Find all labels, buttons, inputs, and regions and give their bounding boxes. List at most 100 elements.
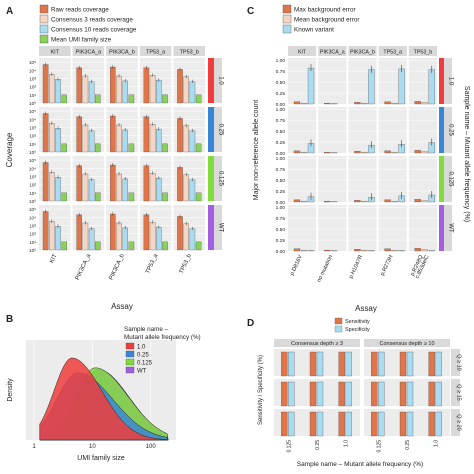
facet-panel <box>378 156 407 202</box>
bar <box>361 102 368 105</box>
x-axis-title: Sample name – Mutant allele frequency (%… <box>297 461 423 468</box>
bar <box>162 143 168 153</box>
bar <box>110 115 116 153</box>
bar <box>354 102 361 105</box>
row-strip <box>444 156 452 202</box>
legend-label: Raw reads coverage <box>51 7 109 14</box>
bar <box>391 102 398 105</box>
bar <box>300 151 308 154</box>
bar <box>324 249 331 252</box>
legend-swatch <box>334 325 343 333</box>
facet-panel <box>288 205 317 251</box>
bar <box>143 214 150 251</box>
row-strip-label: Q ≥ 15 <box>456 384 462 400</box>
legend-label: Consensus 3 reads coverage <box>51 17 133 24</box>
legend-swatch <box>125 350 135 358</box>
y-tick-label: 10¹ <box>29 191 36 196</box>
bar <box>281 381 288 407</box>
legend-swatch <box>282 24 292 34</box>
bar <box>384 150 391 154</box>
bar <box>309 411 317 437</box>
bar <box>42 113 49 153</box>
row-strip-label: WT <box>448 223 454 233</box>
row-strip-color <box>439 107 444 153</box>
bar <box>55 226 61 251</box>
bar <box>55 79 61 104</box>
bar <box>61 192 67 202</box>
facet-label: KIT <box>298 50 307 56</box>
panel-letter: B <box>6 314 13 325</box>
bar <box>391 249 398 252</box>
row-strip <box>214 58 222 103</box>
legend-label: Mean background error <box>294 17 359 24</box>
bar <box>149 222 156 251</box>
panel-c: C Max background error Mean background err… <box>247 4 470 313</box>
y-tick-label: 10³ <box>29 76 36 81</box>
row-strip-label: 1.0 <box>448 77 454 86</box>
bar <box>435 411 442 437</box>
bar <box>345 351 352 377</box>
bar <box>149 124 156 153</box>
bar <box>110 66 116 104</box>
bar <box>95 143 101 153</box>
y-tick-label: 10⁰ <box>29 150 36 155</box>
y-axis-title: Major non-reference allele count <box>253 100 260 200</box>
facet-strip <box>274 339 360 347</box>
bar <box>149 173 156 202</box>
bar <box>399 381 407 407</box>
bar <box>428 411 435 437</box>
bar <box>414 199 421 203</box>
bar <box>300 249 308 252</box>
bar <box>391 151 398 154</box>
facet-label: Consensus depth ≥ 10 <box>380 341 435 347</box>
facet-label: PIK3CA_a <box>76 50 103 56</box>
legend-label: 0.25 <box>137 353 149 359</box>
bar <box>398 68 405 105</box>
bar <box>116 173 122 202</box>
y-axis-title: Coverage <box>5 132 14 167</box>
bar <box>42 211 49 251</box>
bar <box>177 216 183 251</box>
bar <box>406 351 414 377</box>
row-strip-color <box>439 58 444 104</box>
row-strip-label: Q ≥ 20 <box>456 414 462 430</box>
facet-label: Consensus depth ≥ 3 <box>291 341 343 347</box>
y-tick-label: 1.00 <box>276 156 286 162</box>
y-tick-label: 0.75 <box>276 69 286 75</box>
bar <box>76 214 82 251</box>
y-tick-label: 10¹ <box>29 240 36 245</box>
bar <box>61 143 67 153</box>
y-tick-label: 10⁰ <box>29 199 36 204</box>
y-tick-label: 10¹ <box>29 142 36 147</box>
x-tick-label: KIT <box>49 253 59 264</box>
facet-label: KIT <box>51 50 60 56</box>
facet-strip <box>318 46 347 56</box>
row-strip-label: 1.0 <box>218 76 224 85</box>
x-tick-label: TP53_a <box>145 253 160 275</box>
legend-label: Specificity <box>345 327 370 333</box>
x-tick-label: p.R273H <box>380 254 395 277</box>
legend-label: Max background error <box>294 7 356 14</box>
bar <box>293 101 301 105</box>
bar <box>110 164 116 202</box>
bar <box>122 178 128 202</box>
row-strip-label: 0.125 <box>218 171 224 187</box>
x-tick-label: PIK3CA_b <box>109 253 127 282</box>
bar <box>156 177 162 202</box>
row-strip <box>444 107 452 153</box>
x-tick-label: 0.25 <box>405 440 411 450</box>
bar <box>116 124 122 153</box>
bar <box>128 192 135 202</box>
bar <box>421 249 428 252</box>
facet-strip <box>39 46 71 56</box>
bar <box>189 130 196 153</box>
y-tick-label: 0.00 <box>276 151 286 157</box>
bar <box>309 381 317 407</box>
bar <box>76 67 82 104</box>
y-axis-title: Sensitivity / Specificity (%) <box>258 355 264 425</box>
facet-panel <box>348 205 377 251</box>
x-tick-label: TP53_b <box>179 253 194 275</box>
y-tick-label: 0.25 <box>276 91 286 97</box>
bar <box>88 81 95 104</box>
